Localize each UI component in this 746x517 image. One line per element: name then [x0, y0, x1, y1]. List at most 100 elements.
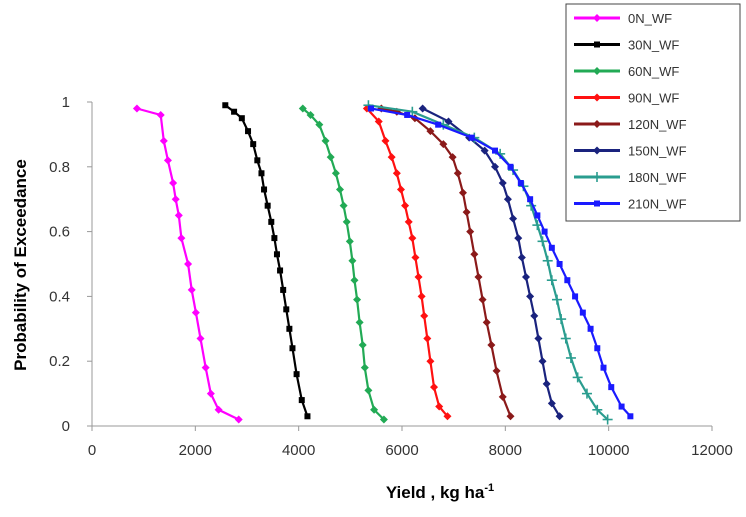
data-point-180n-wf: [407, 106, 418, 117]
data-point-90n-wf: [430, 383, 439, 392]
data-point-0n-wf: [159, 136, 168, 145]
axes-layer: 0 2000 4000 6000 8000 10000 12000 0 0.2 0.4 0.6 0.8…: [49, 94, 733, 459]
data-point-210n-wf: [404, 111, 411, 118]
data-point-60n-wf: [298, 104, 307, 113]
data-point-150n-wf: [517, 253, 526, 262]
data-point-30n-wf: [280, 286, 287, 293]
data-point-90n-wf: [392, 169, 401, 178]
series-line-60n-wf: [302, 107, 385, 421]
series-150n-wf: [418, 104, 564, 421]
data-point-30n-wf: [277, 267, 284, 274]
data-point-150n-wf: [555, 412, 564, 421]
data-point-120n-wf: [448, 153, 457, 162]
legend-entry-180n-wf: 180N_WF: [574, 170, 687, 185]
legend-swatch-marker: [594, 200, 600, 207]
data-point-30n-wf: [268, 218, 275, 225]
y-tick-label: 0.8: [49, 159, 70, 176]
data-point-90n-wf: [414, 272, 423, 281]
data-point-90n-wf: [408, 234, 417, 243]
data-point-210n-wf: [608, 384, 615, 391]
data-point-0n-wf: [177, 234, 186, 243]
data-point-60n-wf: [342, 217, 351, 226]
data-point-210n-wf: [435, 121, 442, 128]
data-point-90n-wf: [417, 292, 426, 301]
data-point-210n-wf: [600, 364, 607, 371]
legend-swatch-marker: [593, 67, 601, 75]
data-point-210n-wf: [527, 196, 534, 203]
data-point-60n-wf: [315, 120, 324, 129]
data-point-180n-wf: [565, 352, 576, 363]
series-line-120n-wf: [381, 107, 512, 417]
data-point-210n-wf: [579, 309, 586, 316]
data-point-150n-wf: [503, 195, 512, 204]
legend-label: 0N_WF: [628, 11, 672, 26]
data-point-30n-wf: [258, 170, 265, 177]
data-point-0n-wf: [191, 308, 200, 317]
data-point-30n-wf: [264, 202, 271, 209]
x-tick-label: 12000: [691, 442, 733, 459]
legend: 0N_WF 30N_WF 60N_WF 90N_WF 120N_WF 150N_WF 180…: [565, 3, 741, 222]
data-point-120n-wf: [492, 366, 501, 375]
data-point-0n-wf: [169, 179, 178, 187]
data-point-30n-wf: [293, 371, 300, 378]
x-tick-label: 6000: [385, 442, 418, 459]
data-point-90n-wf: [404, 217, 413, 226]
legend-swatch-marker: [594, 41, 600, 48]
data-point-0n-wf: [214, 405, 223, 414]
data-point-90n-wf: [435, 402, 444, 411]
legend-entry-0n-wf: 0N_WF: [574, 11, 672, 26]
series-line-90n-wf: [366, 107, 449, 418]
data-point-30n-wf: [271, 235, 278, 242]
data-point-210n-wf: [548, 244, 555, 251]
legend-label: 30N_WF: [628, 38, 679, 53]
data-point-210n-wf: [492, 147, 498, 154]
data-point-150n-wf: [491, 162, 499, 171]
data-point-60n-wf: [326, 153, 335, 162]
data-point-150n-wf: [509, 214, 518, 223]
data-point-30n-wf: [261, 186, 268, 193]
data-point-0n-wf: [171, 195, 180, 204]
data-point-210n-wf: [517, 180, 524, 186]
data-point-180n-wf: [552, 294, 562, 305]
series-line-30n-wf: [224, 104, 309, 417]
data-point-210n-wf: [468, 134, 475, 141]
data-point-120n-wf: [478, 295, 487, 304]
data-point-30n-wf: [254, 157, 261, 164]
y-tick-label: 1: [62, 94, 70, 111]
data-point-30n-wf: [222, 102, 229, 109]
legend-entry-120n-wf: 120N_WF: [574, 117, 687, 132]
data-point-150n-wf: [538, 357, 547, 366]
data-point-90n-wf: [374, 117, 383, 126]
data-point-60n-wf: [348, 256, 357, 265]
data-point-210n-wf: [618, 403, 625, 410]
x-tick-label: 0: [88, 442, 96, 459]
data-point-30n-wf: [250, 141, 257, 148]
data-point-150n-wf: [444, 117, 453, 126]
data-point-60n-wf: [353, 295, 362, 304]
data-point-180n-wf: [537, 236, 548, 247]
series-line-150n-wf: [422, 107, 561, 417]
legend-label: 180N_WF: [628, 170, 687, 185]
data-point-150n-wf: [530, 311, 539, 320]
data-point-90n-wf: [443, 412, 452, 421]
series-layer: [132, 100, 634, 425]
data-point-180n-wf: [542, 255, 553, 266]
legend-label: 150N_WF: [628, 144, 687, 159]
y-tick-label: 0.4: [49, 288, 70, 305]
legend-swatch-marker: [592, 172, 602, 182]
data-point-0n-wf: [132, 104, 141, 113]
data-point-210n-wf: [627, 413, 634, 420]
data-point-210n-wf: [541, 228, 548, 235]
data-point-60n-wf: [360, 363, 369, 372]
data-point-120n-wf: [458, 188, 467, 197]
series-line-0n-wf: [136, 107, 240, 421]
data-point-150n-wf: [514, 234, 523, 243]
series-210n-wf: [368, 105, 634, 420]
data-point-210n-wf: [594, 345, 601, 352]
data-point-0n-wf: [184, 260, 193, 268]
data-point-180n-wf: [572, 372, 583, 383]
data-point-90n-wf: [423, 334, 432, 343]
data-point-210n-wf: [368, 105, 374, 112]
legend-swatch-marker: [593, 146, 601, 155]
